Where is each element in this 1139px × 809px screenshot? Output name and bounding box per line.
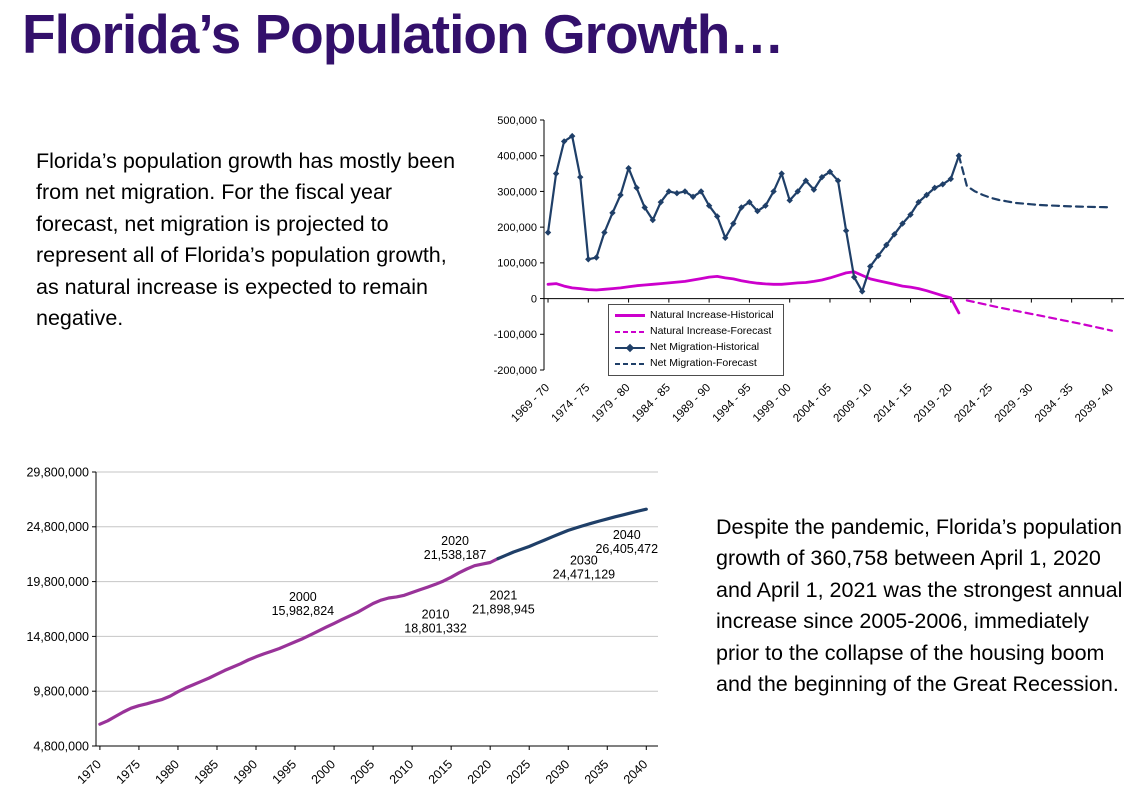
magenta-solid-line-swatch [615, 311, 645, 321]
svg-text:1974 - 75: 1974 - 75 [550, 382, 593, 425]
svg-text:2005: 2005 [348, 757, 378, 787]
svg-text:9,800,000: 9,800,000 [33, 685, 89, 699]
svg-text:400,000: 400,000 [497, 151, 537, 163]
svg-text:2014 - 15: 2014 - 15 [872, 382, 915, 425]
navy-dashed-line-swatch [615, 359, 645, 369]
legend-label: Natural Increase-Forecast [650, 325, 772, 338]
svg-text:2020: 2020 [441, 534, 469, 548]
migration-chart-plot: 500,000 400,000 300,000 200,000 100,000 0 -100… [494, 115, 1124, 425]
legend-item-net-migration-forecast: Net Migration-Forecast [615, 357, 774, 370]
svg-text:14,800,000: 14,800,000 [26, 630, 89, 644]
svg-text:2039 - 40: 2039 - 40 [1073, 382, 1116, 425]
svg-text:2025: 2025 [504, 757, 534, 787]
svg-text:2035: 2035 [582, 757, 612, 787]
svg-text:2019 - 20: 2019 - 20 [912, 382, 955, 425]
svg-text:18,801,332: 18,801,332 [404, 622, 467, 636]
population-chart: 29,800,000 24,800,000 19,800,000 14,800,000… [6, 456, 688, 808]
legend-label: Net Migration-Historical [650, 341, 760, 354]
svg-text:-200,000: -200,000 [494, 365, 537, 377]
svg-text:2015: 2015 [426, 757, 456, 787]
magenta-dashed-line-swatch [615, 327, 645, 337]
right-paragraph: Despite the pandemic, Florida’s populati… [716, 515, 1123, 696]
navy-diamond-line-swatch [615, 343, 645, 353]
svg-text:2009 - 10: 2009 - 10 [832, 382, 875, 425]
svg-text:2040: 2040 [621, 757, 651, 787]
svg-text:2000: 2000 [289, 590, 317, 604]
legend-label: Net Migration-Forecast [650, 357, 757, 370]
legend-label: Natural Increase-Historical [650, 309, 774, 321]
migration-chart: 500,000 400,000 300,000 200,000 100,000 0 -100… [478, 108, 1138, 450]
svg-text:21,538,187: 21,538,187 [424, 548, 487, 562]
svg-text:100,000: 100,000 [497, 258, 537, 270]
svg-text:24,471,129: 24,471,129 [553, 567, 616, 581]
svg-text:2010: 2010 [422, 608, 450, 622]
svg-text:29,800,000: 29,800,000 [26, 465, 89, 479]
svg-text:1995: 1995 [270, 757, 300, 787]
legend-item-net-migration-historical: Net Migration-Historical [615, 341, 774, 354]
svg-text:2024 - 25: 2024 - 25 [952, 382, 995, 425]
svg-text:1989 - 90: 1989 - 90 [670, 382, 713, 425]
svg-text:1970: 1970 [74, 757, 104, 787]
svg-text:1994 - 95: 1994 - 95 [711, 382, 754, 425]
svg-text:21,898,945: 21,898,945 [472, 602, 535, 616]
population-chart-plot: 29,800,000 24,800,000 19,800,000 14,800,000… [26, 465, 658, 787]
svg-text:300,000: 300,000 [497, 186, 537, 198]
svg-text:1969 - 70: 1969 - 70 [509, 382, 552, 425]
migration-chart-legend: Natural Increase-Historical Natural Incr… [608, 304, 784, 376]
svg-text:2034 - 35: 2034 - 35 [1033, 382, 1076, 425]
svg-text:4,800,000: 4,800,000 [33, 739, 89, 753]
svg-text:15,982,824: 15,982,824 [272, 604, 335, 618]
svg-text:2029 - 30: 2029 - 30 [993, 382, 1036, 425]
svg-text:26,405,472: 26,405,472 [595, 542, 658, 556]
svg-text:2004 - 05: 2004 - 05 [791, 382, 834, 425]
svg-text:1979 - 80: 1979 - 80 [590, 382, 633, 425]
svg-text:2030: 2030 [543, 757, 573, 787]
page-title: Florida’s Population Growth… [22, 3, 784, 65]
svg-text:1985: 1985 [192, 757, 222, 787]
svg-text:1990: 1990 [231, 757, 261, 787]
svg-text:1975: 1975 [113, 757, 143, 787]
svg-text:2030: 2030 [570, 553, 598, 567]
svg-text:2010: 2010 [387, 757, 417, 787]
legend-item-natural-increase-forecast: Natural Increase-Forecast [615, 325, 774, 338]
svg-text:1984 - 85: 1984 - 85 [630, 382, 673, 425]
svg-text:2040: 2040 [613, 528, 641, 542]
svg-text:500,000: 500,000 [497, 115, 537, 127]
svg-text:2020: 2020 [465, 757, 495, 787]
svg-text:1999 - 00: 1999 - 00 [751, 382, 794, 425]
legend-item-natural-increase-historical: Natural Increase-Historical [615, 309, 774, 322]
svg-text:1980: 1980 [153, 757, 183, 787]
svg-text:24,800,000: 24,800,000 [26, 520, 89, 534]
svg-text:-100,000: -100,000 [494, 329, 537, 341]
left-paragraph: Florida’s population growth has mostly b… [36, 149, 456, 330]
svg-text:2021: 2021 [490, 588, 518, 602]
svg-text:200,000: 200,000 [497, 222, 537, 234]
svg-text:0: 0 [531, 293, 537, 305]
svg-text:19,800,000: 19,800,000 [26, 575, 89, 589]
svg-text:2000: 2000 [309, 757, 339, 787]
